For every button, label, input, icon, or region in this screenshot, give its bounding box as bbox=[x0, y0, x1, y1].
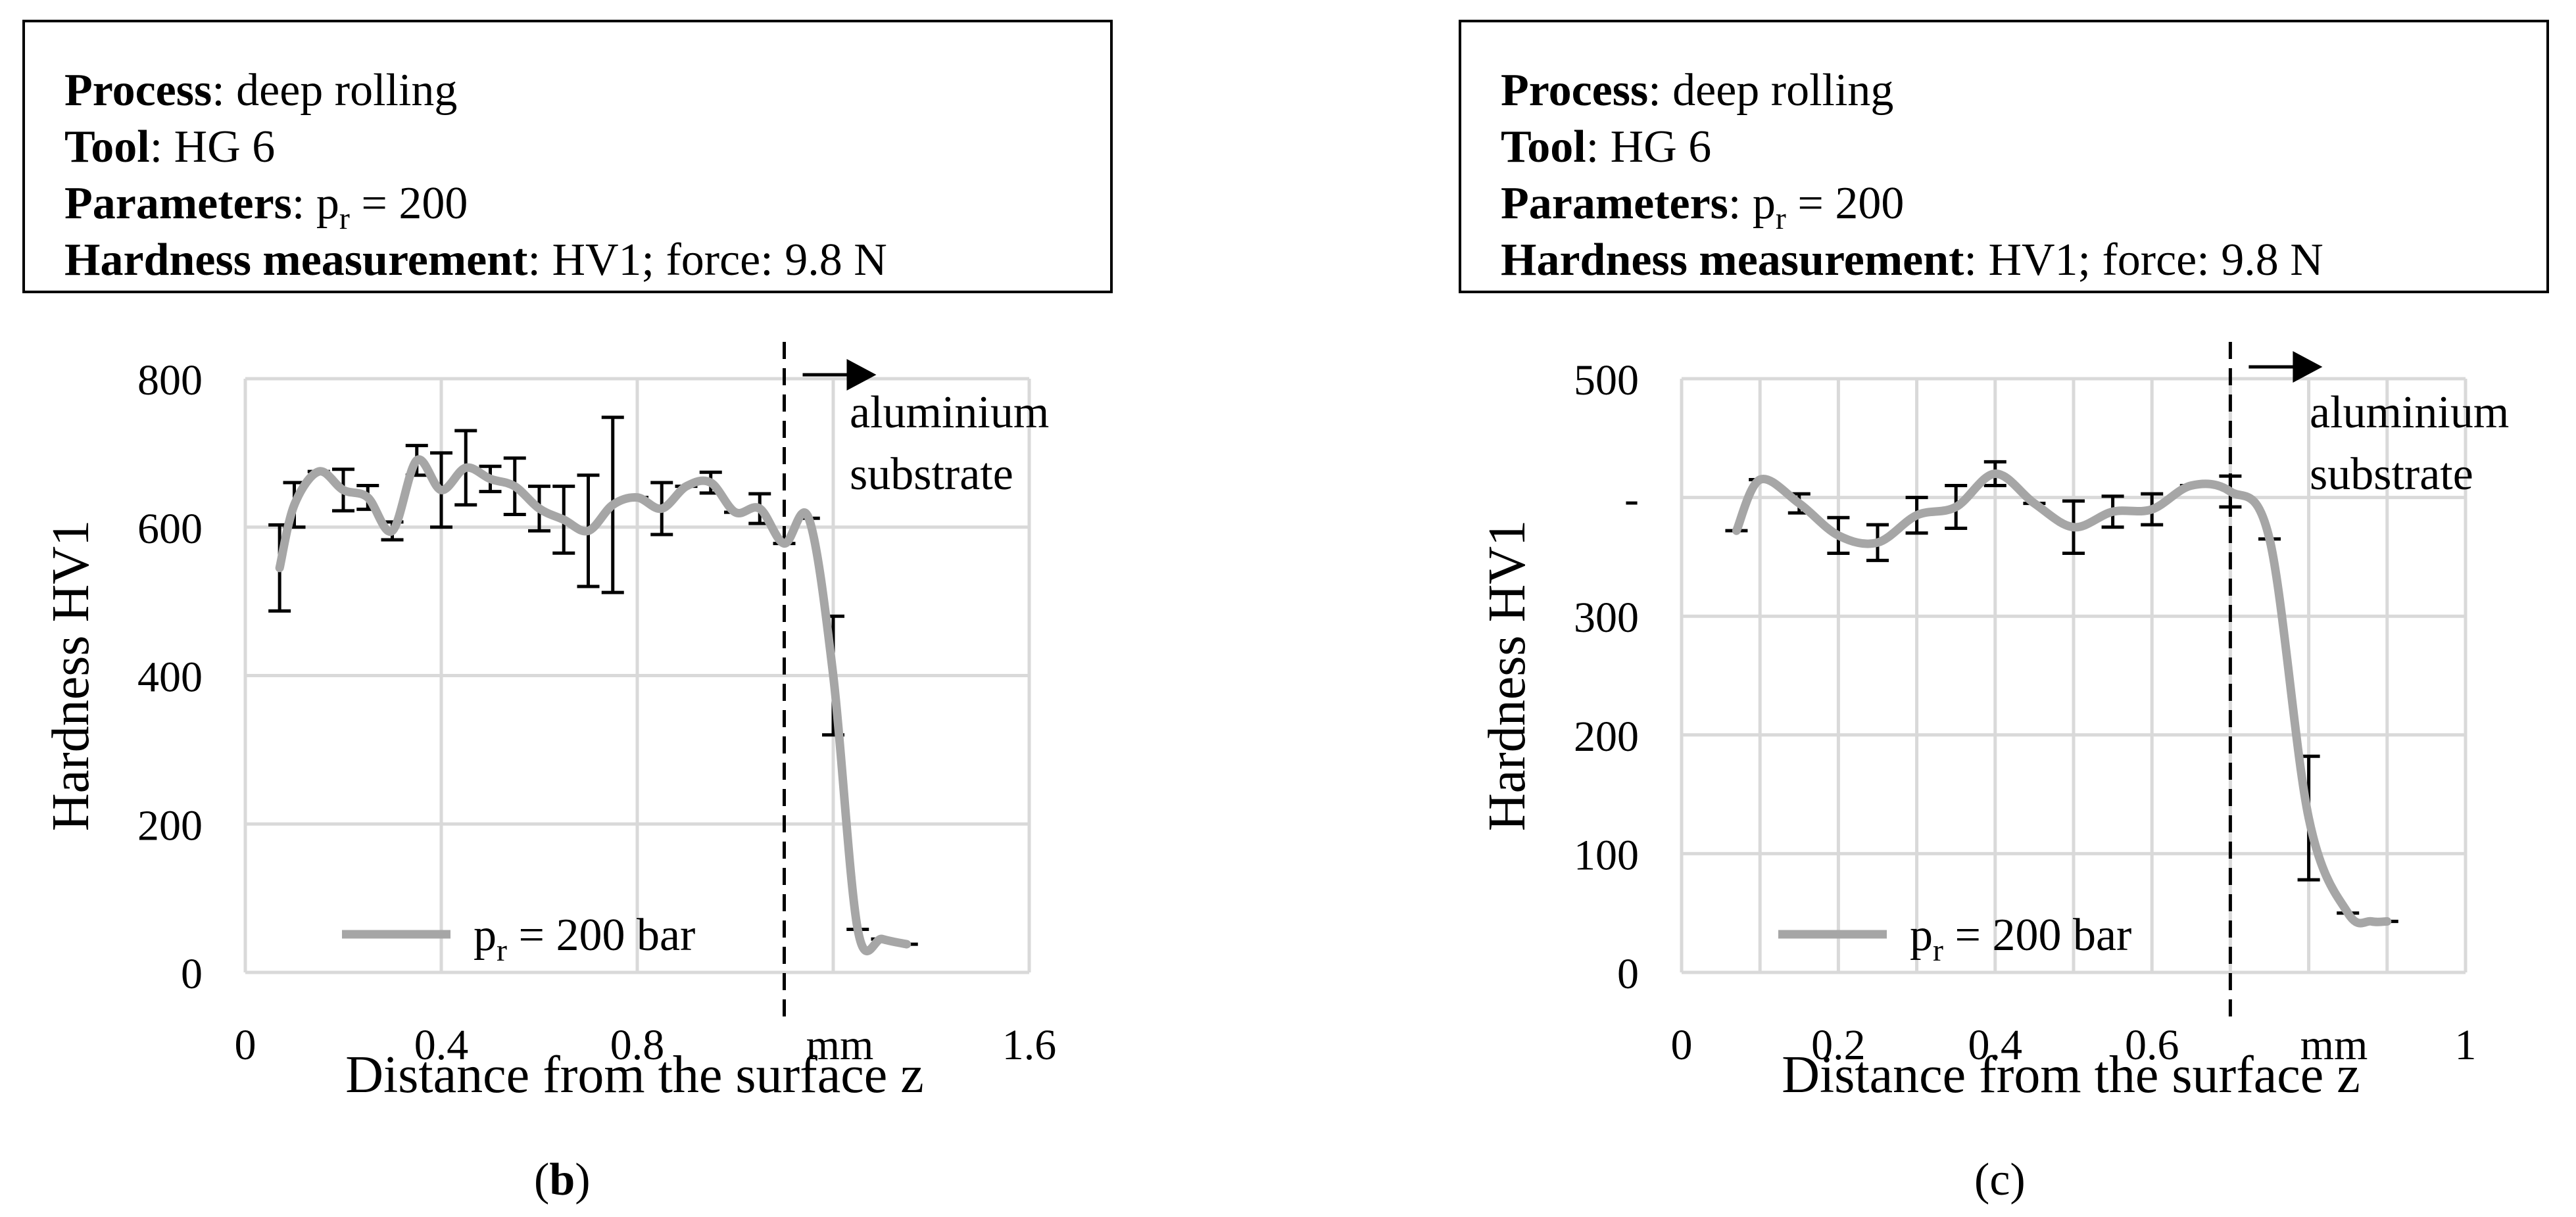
data-point bbox=[514, 485, 516, 487]
parameters-line: Parameters: pr = 200 bbox=[1501, 178, 1905, 236]
data-point bbox=[587, 530, 589, 532]
data-point bbox=[367, 496, 369, 498]
y-tick-label: 400 bbox=[137, 654, 203, 702]
y-tick-label: 200 bbox=[1574, 713, 1639, 761]
y-tick-label: 800 bbox=[137, 356, 203, 404]
process-line: Process: deep rolling bbox=[1501, 65, 1894, 116]
substrate-annotation: substrate bbox=[2310, 449, 2473, 500]
x-tick-label: 1.6 bbox=[1002, 1021, 1057, 1069]
data-point bbox=[783, 542, 785, 544]
data-point bbox=[1736, 530, 1738, 532]
x-tick-label: 0.6 bbox=[2125, 1021, 2179, 1069]
series-line-pr-200 bbox=[1732, 469, 2392, 928]
data-point bbox=[735, 512, 736, 513]
data-point bbox=[1877, 542, 1878, 544]
data-point bbox=[2386, 920, 2388, 922]
data-point bbox=[2190, 485, 2192, 487]
y-tick-label: - bbox=[1624, 475, 1639, 523]
data-point bbox=[563, 519, 565, 521]
x-tick-label: 0.8 bbox=[610, 1021, 665, 1069]
hardness-measurement-line: Hardness measurement: HV1; force: 9.8 N bbox=[1501, 235, 2323, 285]
x-tick-label: 0.4 bbox=[414, 1021, 469, 1069]
x-unit-label: mm bbox=[806, 1021, 874, 1069]
data-point bbox=[612, 504, 614, 506]
data-point bbox=[1837, 535, 1839, 537]
data-point bbox=[881, 938, 883, 940]
y-tick-label: 0 bbox=[181, 950, 203, 998]
parameter-info-box: Process: deep rolling Tool: HG 6 Paramet… bbox=[22, 20, 1113, 293]
data-point bbox=[2229, 490, 2231, 492]
x-tick-label: 0 bbox=[1671, 1021, 1693, 1069]
data-point bbox=[857, 928, 859, 930]
data-point bbox=[2269, 538, 2270, 540]
data-point bbox=[2033, 502, 2035, 504]
y-tick-label: 300 bbox=[1574, 594, 1639, 642]
x-tick-label: 0.4 bbox=[1968, 1021, 2023, 1069]
data-point bbox=[661, 508, 663, 510]
parameter-info-box: Process: deep rolling Tool: HG 6 Paramet… bbox=[1459, 20, 2549, 293]
y-tick-label: 100 bbox=[1574, 831, 1639, 879]
substrate-annotation: aluminium bbox=[850, 387, 1049, 438]
data-point bbox=[1994, 473, 1996, 475]
process-line: Process: deep rolling bbox=[64, 65, 458, 116]
legend-label: pr = 200 bar bbox=[474, 910, 695, 968]
tool-line: Tool: HG 6 bbox=[64, 122, 276, 172]
y-tick-label: 200 bbox=[137, 801, 203, 849]
y-tick-label: 500 bbox=[1574, 356, 1639, 404]
substrate-arrow-head bbox=[846, 359, 877, 391]
hardness-measurement-line: Hardness measurement: HV1; force: 9.8 N bbox=[64, 235, 887, 285]
data-point bbox=[906, 943, 908, 945]
x-axis-title: Distance from the surface z bbox=[345, 1046, 924, 1104]
data-point bbox=[710, 482, 712, 484]
panel-label-b: (b) bbox=[534, 1155, 591, 1205]
panel-b: Process: deep rolling Tool: HG 6 Paramet… bbox=[22, 20, 1113, 1205]
data-point bbox=[2073, 526, 2074, 528]
data-point bbox=[685, 485, 687, 487]
y-axis-title: Hardness HV1 bbox=[1478, 520, 1536, 831]
tool-line: Tool: HG 6 bbox=[1501, 122, 1712, 172]
data-point bbox=[2370, 920, 2372, 922]
parameters-line: Parameters: pr = 200 bbox=[64, 178, 468, 236]
x-tick-label: 0.2 bbox=[1811, 1021, 1866, 1069]
data-point bbox=[391, 530, 393, 532]
legend-label: pr = 200 bar bbox=[1910, 910, 2131, 968]
data-point bbox=[1759, 479, 1761, 481]
y-tick-label: 600 bbox=[137, 505, 203, 553]
y-axis-title: Hardness HV1 bbox=[42, 520, 100, 831]
data-point bbox=[2347, 912, 2349, 914]
x-tick-label: 0 bbox=[235, 1021, 256, 1069]
data-point bbox=[2112, 511, 2114, 513]
data-point bbox=[318, 471, 320, 473]
data-point bbox=[1916, 514, 1918, 516]
panel-label-c: (c) bbox=[1974, 1155, 2026, 1205]
data-point bbox=[808, 517, 810, 519]
data-point bbox=[833, 675, 834, 677]
data-point bbox=[1955, 506, 1957, 508]
panel-c: Process: deep rolling Tool: HG 6 Paramet… bbox=[1436, 0, 2576, 1217]
data-point bbox=[441, 489, 442, 491]
substrate-annotation: aluminium bbox=[2310, 387, 2509, 438]
y-tick-label: 0 bbox=[1617, 950, 1639, 998]
data-point bbox=[1798, 502, 1800, 504]
data-point bbox=[489, 478, 491, 480]
data-point bbox=[465, 467, 467, 469]
data-point bbox=[637, 496, 638, 498]
substrate-annotation: substrate bbox=[850, 449, 1013, 500]
data-point bbox=[759, 508, 761, 510]
x-tick-label: 1 bbox=[2455, 1021, 2477, 1069]
data-point bbox=[416, 460, 418, 462]
data-point bbox=[2151, 508, 2153, 510]
series-line-pr-200 bbox=[275, 455, 911, 955]
data-point bbox=[343, 489, 344, 491]
data-point bbox=[539, 508, 540, 510]
x-unit-label: mm bbox=[2300, 1021, 2368, 1069]
substrate-arrow-head bbox=[2293, 351, 2323, 383]
x-axis-title: Distance from the surface z bbox=[1782, 1046, 2360, 1104]
data-point bbox=[279, 567, 281, 569]
data-point bbox=[293, 504, 295, 506]
data-point bbox=[2308, 817, 2310, 819]
